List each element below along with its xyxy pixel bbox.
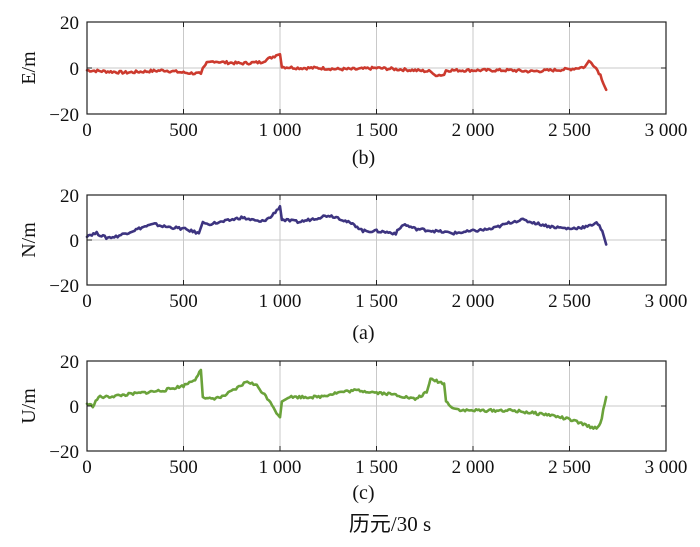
panel-caption: (c) [352, 482, 374, 504]
y-tick-label: 0 [70, 231, 80, 252]
x-tick-label: 500 [169, 457, 198, 478]
x-tick-label: 2 000 [452, 291, 495, 312]
y-tick-label: 20 [60, 13, 79, 34]
y-tick-label: −20 [49, 276, 79, 297]
x-tick-label: 2 500 [548, 291, 591, 312]
x-tick-label: 3 000 [645, 120, 688, 141]
y-tick-label: −20 [49, 105, 79, 126]
x-tick-label: 500 [169, 120, 198, 141]
x-tick-label: 2 500 [548, 457, 591, 478]
y-axis-label: U/m [18, 388, 40, 424]
series-line-u [85, 368, 608, 430]
x-tick-label: 0 [82, 457, 92, 478]
series-line-e [85, 52, 608, 92]
x-tick-label: 1 000 [259, 291, 302, 312]
series-line-n [85, 205, 608, 246]
x-tick-label: 2 000 [452, 457, 495, 478]
x-tick-label: 0 [82, 291, 92, 312]
x-tick-label: 1 000 [259, 120, 302, 141]
x-tick-label: 1 500 [355, 457, 398, 478]
panel-n: 0 500 1 000 1 500 2 000 2 500 3 000−20020N/m(a… [18, 186, 687, 344]
y-tick-label: 0 [70, 59, 80, 80]
panel-e: 0 500 1 000 1 500 2 000 2 500 3 000−20020E/m(b… [18, 13, 687, 169]
panel-u: 0 500 1 000 1 500 2 000 2 500 3 000−20020U/m(c… [18, 352, 687, 504]
y-tick-label: 0 [70, 397, 80, 418]
x-tick-label: 3 000 [645, 291, 688, 312]
y-tick-label: 20 [60, 352, 79, 373]
x-tick-label: 3 000 [645, 457, 688, 478]
y-tick-label: −20 [49, 442, 79, 463]
panel-caption: (b) [352, 147, 375, 169]
x-tick-label: 1 000 [259, 457, 302, 478]
x-tick-label: 2 000 [452, 120, 495, 141]
x-tick-label: 500 [169, 291, 198, 312]
y-axis-label: N/m [18, 222, 40, 258]
y-tick-label: 20 [60, 186, 79, 207]
y-axis-label: E/m [18, 51, 40, 85]
x-tick-label: 2 500 [548, 120, 591, 141]
x-tick-label: 0 [82, 120, 92, 141]
x-tick-label: 1 500 [355, 291, 398, 312]
x-tick-label: 1 500 [355, 120, 398, 141]
panel-caption: (a) [352, 322, 374, 344]
x-axis-label: 历元/30 s [349, 512, 431, 536]
